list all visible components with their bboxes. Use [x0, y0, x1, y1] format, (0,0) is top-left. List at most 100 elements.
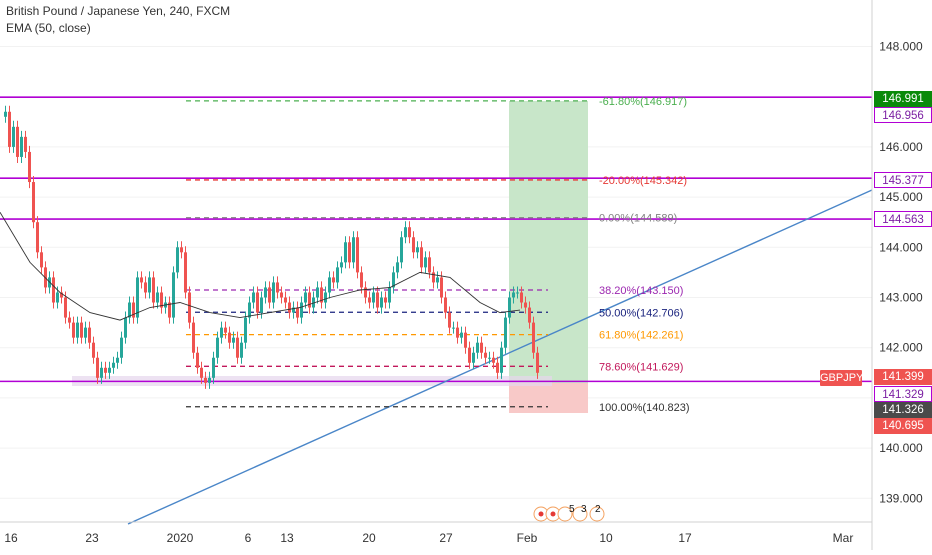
- event-count-label: 3: [581, 504, 587, 515]
- time-tick-label: 16: [4, 531, 18, 545]
- candle-body: [168, 302, 171, 318]
- price-axis[interactable]: [872, 0, 932, 550]
- price-badge-dark: 141.326: [874, 402, 932, 418]
- candle-body: [524, 302, 527, 308]
- candle-body: [324, 292, 327, 303]
- candle-body: [364, 287, 367, 298]
- candle-body: [84, 327, 87, 338]
- candle-body: [36, 222, 39, 253]
- price-badge-red: 140.695: [874, 418, 932, 434]
- candle-body: [188, 292, 191, 323]
- price-tick-label: 145.000: [879, 190, 923, 204]
- fib-level-label: 61.80%(142.261): [599, 330, 683, 342]
- candle-body: [268, 287, 271, 303]
- candle-body: [288, 302, 291, 313]
- price-tick-label: 140.000: [879, 441, 923, 455]
- price-tick-label: 148.000: [879, 40, 923, 54]
- candle-body: [28, 151, 31, 183]
- fib-level-label: 0.00%(144.589): [599, 213, 677, 225]
- plot-area[interactable]: [0, 0, 872, 522]
- candle-body: [368, 297, 371, 303]
- candle-body: [16, 126, 19, 157]
- candle-body: [264, 287, 267, 298]
- candle-body: [408, 227, 411, 238]
- fib-level-label: 50.00%(142.706): [599, 307, 683, 319]
- candle-body: [372, 292, 375, 303]
- candle-body: [284, 297, 287, 303]
- candle-body: [184, 252, 187, 293]
- time-tick-label: 13: [280, 531, 294, 545]
- fib-level-label: 38.20%(143.150): [599, 285, 683, 297]
- candle-body: [148, 277, 151, 293]
- candle-body: [328, 277, 331, 293]
- candle-body: [204, 377, 207, 383]
- symbol-tag: GBPJPY: [820, 370, 864, 386]
- time-tick-label: 6: [245, 531, 252, 545]
- candle-body: [436, 277, 439, 283]
- time-tick-label: Feb: [517, 531, 538, 545]
- candle-body: [200, 367, 203, 378]
- event-dot: [550, 511, 556, 517]
- candle-body: [144, 282, 147, 293]
- candle-body: [152, 277, 155, 303]
- candle-body: [212, 357, 215, 378]
- candle-body: [92, 342, 95, 358]
- candle-body: [56, 292, 59, 303]
- candle-body: [224, 327, 227, 333]
- candle-body: [424, 257, 427, 268]
- candle-body: [76, 322, 79, 338]
- ema-line[interactable]: [0, 211, 521, 321]
- candle-body: [220, 327, 223, 338]
- candle-body: [388, 287, 391, 303]
- candle-body: [172, 272, 175, 318]
- candle-body: [344, 242, 347, 263]
- candle-body: [508, 297, 511, 318]
- candle-body: [60, 292, 63, 298]
- candle-body: [244, 317, 247, 343]
- candle-body: [280, 292, 283, 298]
- candle-body: [108, 367, 111, 373]
- chart-legend: British Pound / Japanese Yen, 240, FXCM …: [6, 3, 230, 37]
- event-marker[interactable]: [557, 506, 573, 522]
- candle-body: [12, 126, 15, 147]
- candle-body: [32, 182, 35, 223]
- time-tick-label: Mar: [833, 531, 854, 545]
- candle-body: [520, 292, 523, 303]
- target-zone[interactable]: [509, 101, 588, 383]
- candle-body: [412, 237, 415, 253]
- candle-body: [8, 111, 11, 147]
- stop-zone[interactable]: [509, 383, 588, 413]
- candle-body: [400, 237, 403, 263]
- event-marker[interactable]: [572, 506, 588, 522]
- candle-body: [208, 377, 211, 383]
- candle-body: [248, 302, 251, 318]
- instrument-title: British Pound / Japanese Yen, 240, FXCM: [6, 4, 231, 18]
- candle-body: [128, 302, 131, 318]
- candle-body: [468, 347, 471, 363]
- candle-body: [40, 252, 43, 268]
- candle-body: [304, 292, 307, 303]
- candle-body: [4, 111, 7, 117]
- candle-body: [432, 272, 435, 283]
- event-marker[interactable]: [589, 506, 605, 522]
- time-tick-label: 10: [599, 531, 613, 545]
- event-count-label: 2: [595, 504, 601, 515]
- event-dot: [538, 511, 544, 517]
- candle-body: [536, 352, 539, 373]
- candle-body: [416, 247, 419, 253]
- candle-body: [340, 262, 343, 268]
- price-tick-label: 146.000: [879, 140, 923, 154]
- candle-body: [132, 302, 135, 318]
- time-tick-label: 27: [439, 531, 453, 545]
- candle-body: [272, 282, 275, 303]
- candle-body: [480, 342, 483, 353]
- time-tick-label: 23: [85, 531, 99, 545]
- price-badge-purple: 141.329: [874, 386, 932, 402]
- fib-level-label: 100.00%(140.823): [599, 402, 690, 414]
- candle-body: [176, 247, 179, 273]
- candle-body: [460, 332, 463, 338]
- candle-body: [64, 297, 67, 318]
- candle-body: [428, 257, 431, 273]
